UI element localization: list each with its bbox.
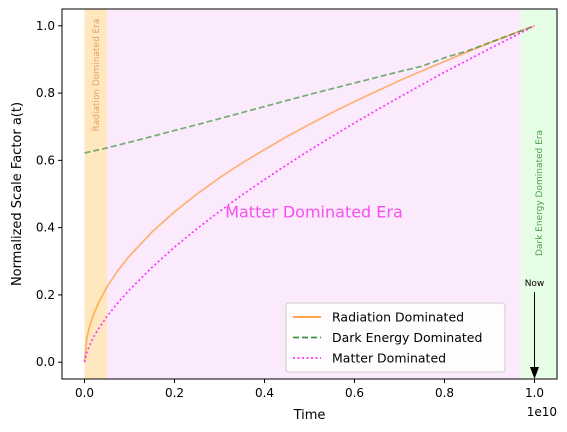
series-line-1 bbox=[84, 25, 535, 154]
era-label-1: Matter Dominated Era bbox=[225, 203, 403, 222]
x-tick-label: 1.0 bbox=[525, 386, 544, 400]
x-tick-label: 0.0 bbox=[75, 386, 94, 400]
legend-label-2: Matter Dominated bbox=[332, 351, 446, 366]
y-tick-label: 0.0 bbox=[36, 355, 55, 369]
era-label-2: Dark Energy Dominated Era bbox=[535, 130, 545, 256]
era-region-0 bbox=[84, 9, 107, 379]
x-tick-label: 0.8 bbox=[435, 386, 454, 400]
x-axis-ticks: 0.0 0.2 0.4 0.6 0.8 1.0 bbox=[75, 379, 544, 400]
now-arrow-head bbox=[530, 367, 539, 379]
y-tick-label: 0.4 bbox=[36, 221, 55, 235]
x-axis-label: Time bbox=[293, 408, 326, 423]
legend: Radiation Dominated Dark Energy Dominated… bbox=[285, 302, 506, 373]
series-lines bbox=[83, 25, 535, 363]
y-tick-label: 0.6 bbox=[36, 153, 55, 167]
era-labels: Radiation Dominated Era Matter Dominated … bbox=[92, 19, 545, 256]
series-line-0 bbox=[83, 25, 535, 363]
now-annotation-text: Now bbox=[525, 279, 545, 289]
y-axis-ticks: 0.0 0.2 0.4 0.6 0.8 1.0 bbox=[36, 19, 62, 369]
x-axis-offset-label: 1e10 bbox=[527, 405, 557, 419]
era-region-2 bbox=[521, 9, 557, 379]
y-axis-label: Normalized Scale Factor a(t) bbox=[10, 102, 25, 286]
x-tick-label: 0.4 bbox=[255, 386, 274, 400]
x-tick-label: 0.6 bbox=[345, 386, 364, 400]
legend-label-1: Dark Energy Dominated bbox=[332, 330, 482, 345]
plot-frame bbox=[61, 8, 558, 380]
x-tick-label: 0.2 bbox=[165, 386, 184, 400]
era-label-0: Radiation Dominated Era bbox=[92, 19, 102, 132]
legend-label-0: Radiation Dominated bbox=[332, 310, 464, 325]
annotations: Now bbox=[525, 279, 545, 379]
y-tick-label: 0.2 bbox=[36, 288, 55, 302]
legend-box bbox=[285, 302, 506, 373]
y-tick-label: 0.8 bbox=[36, 86, 55, 100]
y-tick-label: 1.0 bbox=[36, 19, 55, 33]
